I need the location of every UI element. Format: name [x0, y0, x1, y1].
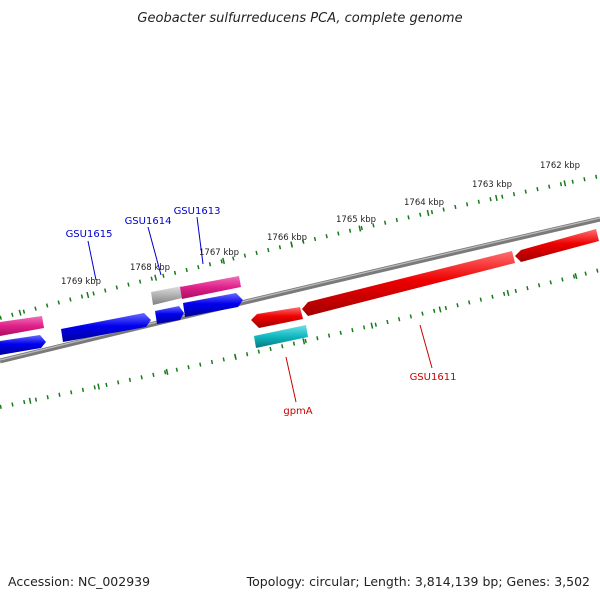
- genome-backbone-highlight: [0, 217, 600, 361]
- kbp-label-1768: 1768 kbp: [130, 263, 170, 273]
- ruler-outer-ticks: [0, 174, 600, 320]
- leader-gpma: [285, 356, 297, 403]
- gene-gsu1610[interactable]: [515, 229, 599, 262]
- genome-backbone: [0, 216, 600, 364]
- gene-label-gsu1614[interactable]: GSU1614: [125, 216, 172, 227]
- kbp-label-1764: 1764 kbp: [404, 198, 444, 208]
- gene-gsu1614[interactable]: [155, 306, 184, 324]
- gene-label-gsu1613[interactable]: GSU1613: [174, 206, 221, 217]
- gene-label-gpma[interactable]: gpmA: [283, 406, 312, 417]
- leader-lines: [87, 216, 433, 403]
- map-title: Geobacter sulfurreducens PCA, complete g…: [137, 11, 462, 26]
- gene-label-gsu1611[interactable]: GSU1611: [410, 372, 457, 383]
- leader-gsu1615: [87, 240, 97, 281]
- gene-label-gsu1615[interactable]: GSU1615: [66, 229, 113, 240]
- ruler-inner-ticks: [0, 268, 600, 409]
- leader-gsu1614: [147, 226, 162, 276]
- kbp-label-1765: 1765 kbp: [336, 215, 376, 225]
- kbp-label-1769: 1769 kbp: [61, 277, 101, 287]
- kbp-label-1767: 1767 kbp: [199, 248, 239, 258]
- gene-pink-left[interactable]: [0, 316, 44, 336]
- forward-genes: [0, 276, 243, 342]
- ruler-outer: [0, 173, 600, 321]
- gene-gsu1611[interactable]: [302, 251, 515, 316]
- gene-gray[interactable]: [151, 286, 182, 305]
- gene-labels: GSU1615 GSU1614 GSU1613 gpmA GSU1611: [66, 206, 457, 417]
- reverse-genes: [0, 229, 599, 355]
- ruler-outer-major-ticks: [0, 173, 600, 321]
- ruler-labels: 1762 kbp 1763 kbp 1764 kbp 1765 kbp 1766…: [61, 161, 580, 287]
- kbp-label-1766: 1766 kbp: [267, 233, 307, 243]
- leader-gsu1613: [196, 216, 204, 265]
- genome-summary-text: Topology: circular; Length: 3,814,139 bp…: [246, 574, 590, 589]
- gene-pink-gsu1613[interactable]: [180, 276, 241, 299]
- gene-gsu1615[interactable]: [61, 313, 151, 342]
- kbp-label-1763: 1763 kbp: [472, 180, 512, 190]
- gene-gpma[interactable]: [254, 325, 308, 348]
- ruler-inner: [0, 267, 600, 410]
- leader-gsu1611: [419, 324, 433, 369]
- gene-gsu1613[interactable]: [183, 293, 243, 317]
- kbp-label-1762: 1762 kbp: [540, 161, 580, 171]
- gene-gpma-neighbor[interactable]: [251, 307, 303, 328]
- accession-text: Accession: NC_002939: [8, 574, 150, 589]
- gene-blue-left-reverse[interactable]: [0, 335, 46, 355]
